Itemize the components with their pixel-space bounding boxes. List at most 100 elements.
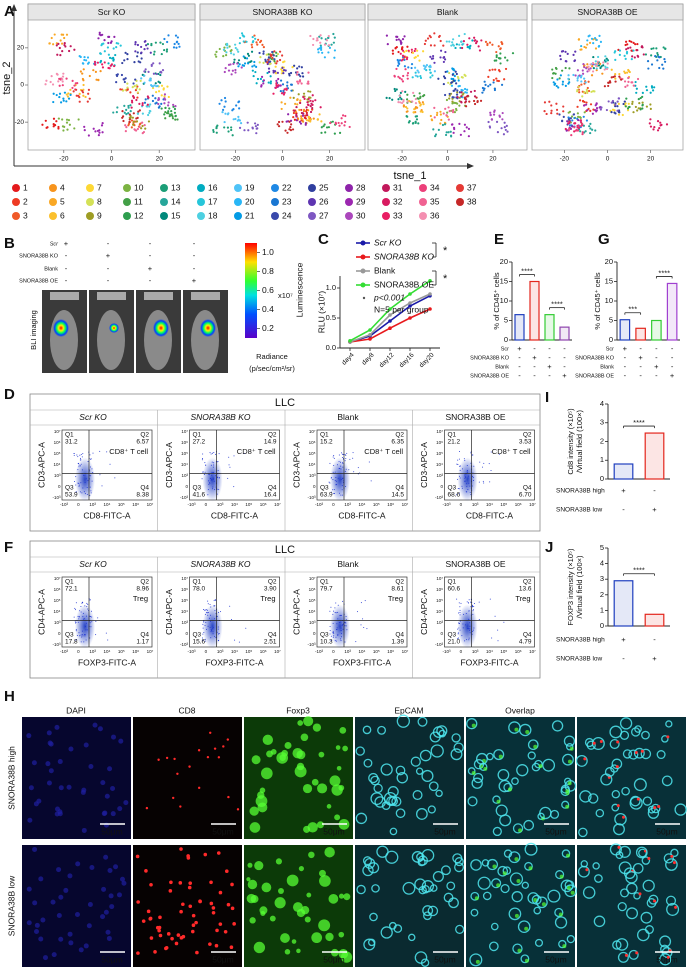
nucleus (109, 893, 114, 898)
tsne-point (438, 36, 440, 38)
tsne-point (565, 60, 567, 62)
tsne-point (51, 75, 53, 77)
tsne-point (339, 132, 341, 134)
event (466, 483, 467, 484)
tsne-point (630, 81, 632, 83)
tsne-point (417, 55, 419, 57)
axis-label: % of CD45⁺ cells (492, 272, 501, 330)
tsne-point (474, 39, 476, 41)
quadrant-value: 6.70 (519, 492, 532, 499)
legend-swatch (456, 198, 464, 206)
tsne-point (496, 54, 498, 56)
foxp3-cell (570, 747, 574, 751)
sign: - (655, 344, 658, 353)
y-tick-label: -10³ (52, 495, 61, 500)
legend-swatch (271, 184, 279, 192)
cd8-cell (188, 886, 192, 890)
event (204, 474, 205, 475)
y-tick-label: 10⁵ (436, 451, 443, 456)
x-tick-label: day16 (398, 351, 416, 369)
axis-label: RLU (×10⁷) (316, 291, 326, 334)
nucleus (107, 936, 112, 941)
event (330, 607, 331, 608)
tsne-point (82, 95, 84, 97)
point (388, 326, 392, 330)
tsne-point (247, 122, 249, 124)
tsne-point (273, 54, 275, 56)
tsne-point (616, 105, 618, 107)
tsne-point (610, 111, 612, 113)
tsne-point (286, 132, 288, 134)
event (473, 627, 474, 628)
cd8-cell (167, 932, 171, 936)
tsne-point (587, 87, 589, 89)
annotation: p<0.001 (373, 292, 405, 302)
foxp3-cell (496, 883, 500, 887)
tsne-point (142, 102, 144, 104)
x-tick-label: -10³ (315, 649, 324, 654)
tsne-point (109, 67, 111, 69)
tsne-point (131, 119, 133, 121)
y-tick-label: 10³ (54, 620, 61, 625)
tsne-point (614, 104, 616, 106)
tsne-point (324, 44, 326, 46)
sign: - (65, 264, 68, 273)
event (218, 640, 219, 641)
sign: + (621, 486, 626, 495)
legend-label: 18 (208, 210, 218, 220)
tsne-point (115, 81, 117, 83)
foxp3-cell (483, 767, 487, 771)
nucleus (93, 723, 98, 728)
tsne-point (227, 112, 229, 114)
tsne-point (454, 75, 456, 77)
tsne-point (415, 122, 417, 124)
tsne-point (268, 81, 270, 83)
x-tick-label: 10⁵ (373, 649, 380, 654)
bli-signal (153, 319, 169, 337)
tsne-point (65, 78, 67, 80)
tsne-point (303, 110, 305, 112)
tsne-point (44, 83, 46, 85)
bar (636, 328, 645, 340)
legend-swatch (234, 184, 242, 192)
tsne-point (144, 102, 146, 104)
tsne-point (61, 118, 63, 120)
tsne-point (178, 46, 180, 48)
tsne-point (149, 110, 151, 112)
event (472, 476, 473, 477)
event (114, 477, 115, 478)
tsne-point (123, 59, 125, 61)
tsne-point (625, 98, 627, 100)
event (340, 468, 341, 469)
y-tick-label: 10³ (436, 620, 443, 625)
tsne-point (83, 68, 85, 70)
event (81, 636, 82, 637)
tsne-point (156, 73, 158, 75)
cd8-cell (638, 892, 641, 895)
tsne-point (288, 121, 290, 123)
event (464, 458, 465, 459)
x-tick-label: 10³ (89, 649, 96, 654)
foxp3-cell (281, 750, 288, 757)
density (458, 604, 478, 648)
tsne-point (434, 116, 436, 118)
event (341, 628, 342, 629)
event (202, 453, 203, 454)
tsne-point (112, 60, 114, 62)
nucleus (29, 785, 34, 790)
quadrant-name: Q3 (65, 632, 74, 639)
quadrant-name: Q4 (395, 485, 404, 492)
row-label: Blank (44, 266, 58, 272)
mouse-body (50, 310, 78, 370)
tsne-point (257, 78, 259, 80)
event (84, 491, 85, 492)
tsne-point (572, 74, 574, 76)
tsne-point (590, 103, 592, 105)
tsne-point (446, 112, 448, 114)
tsne-point (491, 69, 493, 71)
foxp3-cell (518, 828, 522, 832)
tsne-point (392, 50, 394, 52)
nucleus (57, 913, 62, 918)
tsne-point (148, 105, 150, 107)
foxp3-cell (342, 746, 348, 752)
